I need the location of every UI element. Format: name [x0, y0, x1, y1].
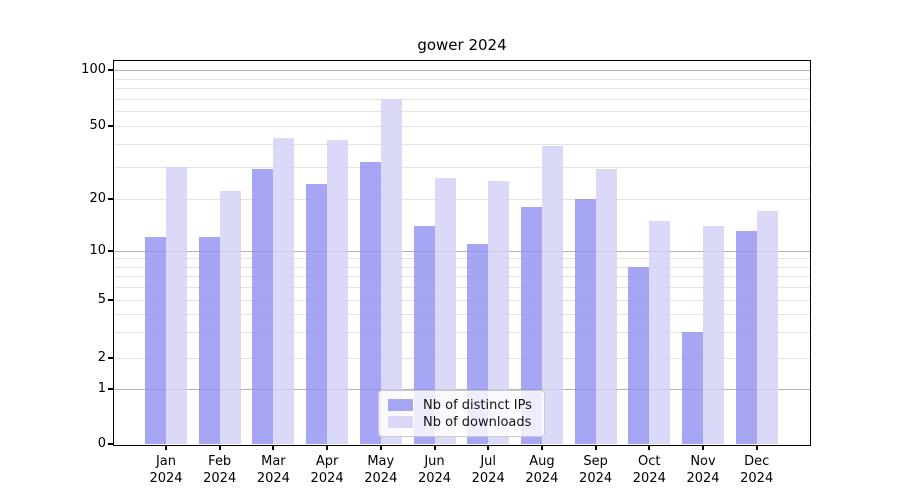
bar-distinct-ips-sep	[574, 199, 596, 444]
bar-distinct-ips-aug	[520, 206, 542, 444]
legend-item-downloads: Nb of downloads	[388, 414, 535, 430]
x-tick-label: Oct 2024	[632, 454, 666, 486]
gridline-minor	[114, 358, 810, 359]
y-tick-label: 1	[97, 381, 106, 396]
x-tick-mark	[433, 445, 436, 450]
bars-layer	[114, 61, 810, 445]
y-tick-mark	[108, 69, 113, 71]
legend-item-distinct-ips: Nb of distinct IPs	[388, 397, 535, 413]
bar-downloads-jun	[434, 178, 456, 444]
bar-distinct-ips-may	[359, 161, 381, 444]
x-tick-label: Feb 2024	[203, 454, 237, 486]
y-tick-label: 0	[97, 436, 106, 451]
gridline-minor	[114, 126, 810, 127]
gridline-minor	[114, 276, 810, 278]
x-tick-mark	[702, 445, 704, 450]
gridline-major	[114, 70, 810, 71]
bar-downloads-mar	[273, 138, 295, 444]
x-tick-label: Mar 2024	[256, 454, 290, 486]
bar-downloads-nov	[703, 225, 724, 444]
gridline-minor	[114, 266, 810, 268]
x-tick-label: Aug 2024	[525, 454, 559, 486]
legend-swatch-downloads	[388, 416, 413, 428]
bar-downloads-feb	[219, 191, 241, 444]
gridline-minor	[114, 287, 810, 289]
y-tick-label: 50	[89, 118, 106, 133]
gridline-minor	[114, 88, 810, 90]
x-tick-mark	[326, 445, 329, 450]
x-tick-label: Jul 2024	[471, 454, 505, 486]
x-tick-label: Dec 2024	[740, 454, 774, 486]
bar-distinct-ips-nov	[682, 332, 703, 444]
legend-swatch-distinct-ips	[388, 399, 413, 411]
x-tick-label: Sep 2024	[579, 454, 613, 486]
gridline-minor	[114, 78, 810, 80]
x-tick-label: Nov 2024	[686, 454, 720, 486]
bar-distinct-ips-jan	[145, 237, 166, 444]
x-tick-mark	[165, 445, 167, 450]
bar-downloads-oct	[649, 220, 671, 444]
y-tick-label: 20	[89, 191, 106, 206]
chart-title: gower 2024	[417, 36, 507, 54]
x-tick-mark	[379, 445, 382, 450]
gridlines-layer	[114, 61, 810, 445]
x-tick-mark	[487, 445, 490, 450]
x-tick-mark	[594, 445, 597, 450]
gridline-minor	[114, 332, 810, 334]
x-tick-label: Jun 2024	[417, 454, 452, 486]
legend: Nb of distinct IPs Nb of downloads	[378, 390, 545, 437]
bar-downloads-apr	[327, 139, 349, 444]
x-tick-label: May 2024	[364, 454, 398, 486]
x-tick-mark	[272, 445, 275, 450]
x-tick-label: Apr 2024	[310, 454, 344, 486]
y-tick-label: 5	[97, 292, 106, 307]
bar-distinct-ips-jun	[413, 225, 435, 444]
bar-distinct-ips-apr	[306, 184, 328, 444]
x-tick-mark	[755, 445, 758, 450]
gridline-minor	[114, 199, 810, 200]
bar-downloads-jan	[166, 166, 187, 444]
bar-downloads-sep	[595, 169, 617, 444]
y-tick-label: 2	[97, 350, 106, 365]
bar-downloads-aug	[541, 145, 563, 444]
bar-distinct-ips-feb	[198, 237, 220, 444]
plot-area: Nb of distinct IPs Nb of downloads	[113, 60, 811, 446]
bar-distinct-ips-oct	[628, 266, 650, 444]
bar-distinct-ips-dec	[735, 231, 757, 444]
y-tick-mark	[108, 125, 113, 127]
gridline-minor	[114, 166, 810, 168]
y-tick-mark	[108, 299, 113, 301]
y-tick-mark	[108, 250, 113, 252]
gridline-minor	[114, 300, 810, 301]
gridline-minor	[114, 314, 810, 316]
x-tick-label: Jan 2024	[149, 454, 183, 486]
y-tick-mark	[108, 357, 113, 359]
x-tick-mark	[218, 445, 221, 450]
y-tick-label: 10	[89, 243, 106, 258]
gridline-minor	[114, 111, 810, 113]
x-tick-mark	[648, 445, 651, 450]
y-tick-mark	[108, 198, 113, 200]
gridline-minor	[114, 143, 810, 145]
gridline-major	[114, 251, 810, 252]
legend-label-downloads: Nb of downloads	[423, 414, 532, 430]
gridline-minor	[114, 258, 810, 260]
y-tick-label: 100	[81, 62, 106, 77]
gridline-major	[114, 389, 810, 390]
bar-downloads-jul	[488, 181, 510, 444]
gridline-minor	[114, 98, 810, 100]
bar-downloads-may	[380, 98, 402, 444]
bar-downloads-dec	[756, 211, 778, 444]
y-tick-mark	[108, 443, 113, 445]
y-tick-mark	[108, 388, 113, 390]
legend-label-distinct-ips: Nb of distinct IPs	[423, 397, 532, 413]
x-tick-mark	[540, 445, 543, 450]
bar-distinct-ips-mar	[252, 169, 274, 444]
